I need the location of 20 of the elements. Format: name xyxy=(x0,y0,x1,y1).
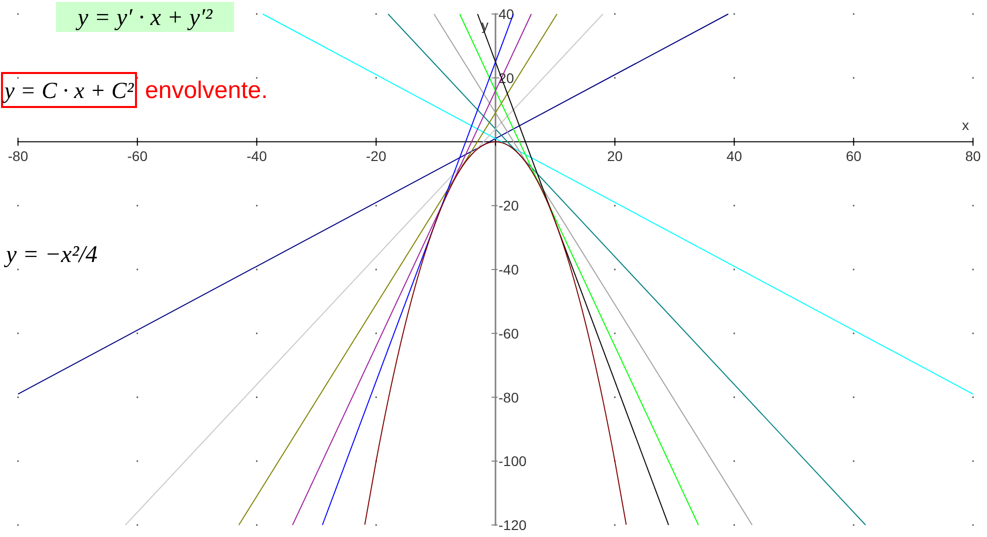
y-tick-label: -40 xyxy=(498,262,519,278)
x-tick-label: 40 xyxy=(726,148,742,164)
annotation: y = C · x + C² xyxy=(2,78,135,103)
annotation: envolvente. xyxy=(145,77,268,104)
x-tick-label: -20 xyxy=(366,148,386,164)
y-tick-label: -60 xyxy=(498,325,519,342)
x-tick-label: 60 xyxy=(846,148,862,164)
x-tick-label: -80 xyxy=(8,148,28,164)
y-tick-label: -120 xyxy=(498,517,527,533)
annotation: y = −x²/4 xyxy=(4,242,98,268)
y-tick-label: -20 xyxy=(498,198,519,214)
y-axis-title: y xyxy=(482,17,488,33)
y-tick-label: -100 xyxy=(498,453,527,470)
x-tick-label: 20 xyxy=(607,148,623,164)
x-axis-title: x xyxy=(962,116,969,133)
y-tick-label: -80 xyxy=(498,389,519,406)
x-tick-label: -60 xyxy=(127,148,148,164)
x-tick-label: -40 xyxy=(246,148,268,164)
x-tick-label: 80 xyxy=(965,148,981,164)
annotation: y = y′ · x + y′² xyxy=(76,5,214,31)
